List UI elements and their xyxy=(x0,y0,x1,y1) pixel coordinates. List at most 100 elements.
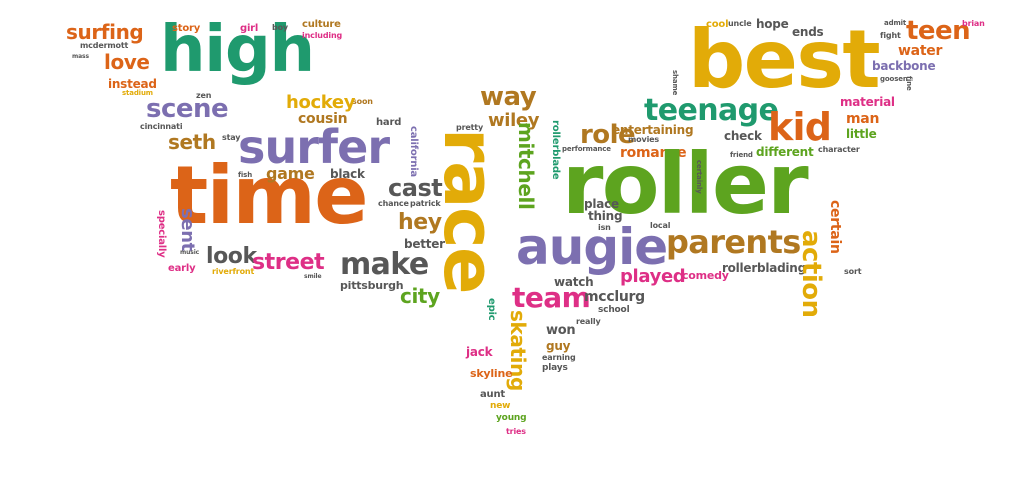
word-teenage: teenage xyxy=(644,93,779,128)
word-check: check xyxy=(724,129,762,143)
word-new: new xyxy=(490,401,511,411)
word-admit: admit xyxy=(884,19,907,27)
word-romance: romance xyxy=(620,145,687,161)
word-epic: epic xyxy=(486,298,497,321)
word-zen: zen xyxy=(196,91,212,100)
word-shame: shame xyxy=(671,70,679,96)
word-certainly: certainly xyxy=(695,160,703,194)
word-fight: fight xyxy=(880,31,901,40)
word-smile: smile xyxy=(304,273,322,280)
word-played: played xyxy=(620,266,686,287)
word-kid: kid xyxy=(768,105,832,149)
word-watch: watch xyxy=(554,275,594,289)
word-street: street xyxy=(252,250,325,275)
word-water: water xyxy=(898,43,943,59)
word-hard: hard xyxy=(376,117,402,128)
word-stay: stay xyxy=(222,133,241,142)
word-stadium: stadium xyxy=(122,89,153,97)
word-scene: scene xyxy=(146,94,229,124)
word-hey: hey xyxy=(398,210,442,235)
word-cool: cool xyxy=(706,19,729,30)
word-goosen: goosen xyxy=(880,75,908,83)
word-movies: movies xyxy=(628,135,660,144)
word-cousin: cousin xyxy=(298,111,348,127)
word-role: role xyxy=(580,120,636,150)
word-place: place xyxy=(584,197,619,211)
word-little: little xyxy=(846,127,877,141)
word-won: won xyxy=(546,323,576,338)
word-earning: earning xyxy=(542,353,576,362)
word-thing: thing xyxy=(588,209,623,223)
word-backbone: backbone xyxy=(872,59,936,73)
word-game: game xyxy=(266,164,315,183)
word-pretty: pretty xyxy=(456,123,484,132)
word-mcclurg: mcclurg xyxy=(584,289,645,305)
word-wiley: wiley xyxy=(488,110,540,131)
word-certain: certain xyxy=(827,200,843,254)
word-man: man xyxy=(846,111,880,127)
word-soon: soon xyxy=(352,97,373,106)
word-high: high xyxy=(160,13,315,87)
word-friend: friend xyxy=(730,151,753,159)
word-young: young xyxy=(496,413,527,423)
word-ends: ends xyxy=(792,25,824,39)
word-skyline: skyline xyxy=(470,367,513,380)
word-school: school xyxy=(598,305,630,315)
word-jack: jack xyxy=(466,345,493,359)
word-make: make xyxy=(340,247,429,282)
word-california: california xyxy=(408,126,419,177)
word-rollerblading: rollerblading xyxy=(722,261,806,275)
word-story: story xyxy=(172,23,201,34)
word-augie: augie xyxy=(516,218,668,276)
word-patrick: patrick xyxy=(410,199,441,208)
word-city: city xyxy=(400,284,440,308)
word-boy: boy xyxy=(272,23,288,32)
word-surfing: surfing xyxy=(66,20,144,44)
word-aunt: aunt xyxy=(480,389,505,400)
word-better: better xyxy=(404,237,445,251)
word-hope: hope xyxy=(756,17,789,31)
word-parents: parents xyxy=(666,223,801,261)
word-uncle: uncle xyxy=(728,19,752,28)
word-chance: chance xyxy=(378,199,409,208)
word-early: early xyxy=(168,263,196,274)
word-mitchell: mitchell xyxy=(514,122,538,210)
word-different: different xyxy=(756,145,814,159)
word-time: time xyxy=(170,149,368,242)
word-comedy: comedy xyxy=(682,269,729,282)
word-fish: fish xyxy=(238,171,253,179)
word-race: race xyxy=(428,128,510,294)
word-best: best xyxy=(688,13,881,106)
word-specially: specially xyxy=(156,210,167,258)
word-way: way xyxy=(480,82,537,112)
word-rollerblade: rollerblade xyxy=(550,120,561,180)
word-girl: girl xyxy=(240,23,259,34)
word-isn: isn xyxy=(598,223,611,232)
word-hockey: hockey xyxy=(286,92,356,113)
word-local: local xyxy=(650,221,671,230)
word-really: really xyxy=(576,317,601,326)
word-riverfront: riverfront xyxy=(212,267,255,276)
word-instead: instead xyxy=(108,77,157,91)
word-seth: seth xyxy=(168,130,216,154)
word-mcdermott: mcdermott xyxy=(80,41,129,50)
word-guy: guy xyxy=(546,339,571,353)
word-black: black xyxy=(330,167,365,181)
word-tries: tries xyxy=(506,427,526,436)
word-love: love xyxy=(104,50,150,74)
word-including: including xyxy=(302,31,343,40)
word-culture: culture xyxy=(302,19,341,30)
word-cast: cast xyxy=(388,174,443,202)
word-teen: teen xyxy=(906,16,971,46)
word-cincinnati: cincinnati xyxy=(140,122,183,131)
word-performance: performance xyxy=(562,145,611,153)
word-pittsburgh: pittsburgh xyxy=(340,279,404,292)
word-action: action xyxy=(796,230,826,318)
word-sent: sent xyxy=(177,208,198,251)
word-look: look xyxy=(206,244,257,269)
word-brian: brian xyxy=(962,19,985,28)
word-surfer: surfer xyxy=(238,120,390,174)
word-material: material xyxy=(840,95,895,109)
word-plays: plays xyxy=(542,363,568,373)
